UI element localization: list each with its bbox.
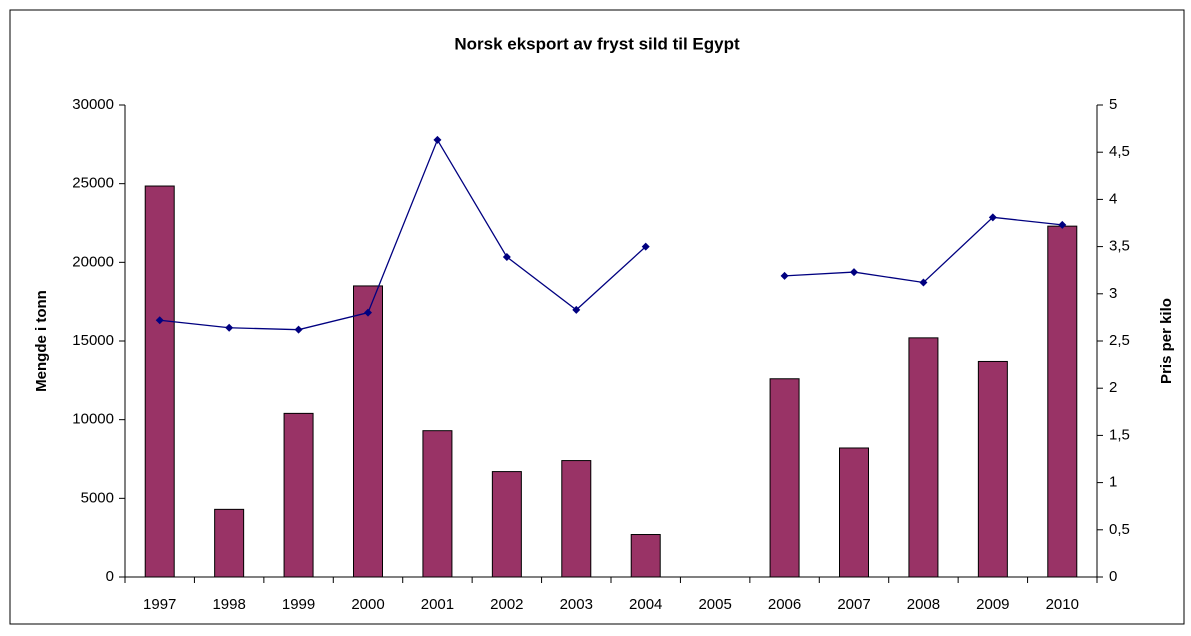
marker [225,323,234,332]
marker [364,308,372,317]
y-axis-label: Mengde i tonn [33,290,50,392]
marker [780,271,789,280]
y2-tick-label: 5 [1109,96,1117,113]
marker [155,316,164,325]
y2-tick-label: 0,5 [1109,521,1130,538]
bar [283,412,314,578]
bar [422,430,453,578]
marker [294,325,303,334]
x-tick-label: 2004 [629,596,662,613]
bar [839,447,869,578]
bar [908,337,939,578]
bar [977,360,1008,578]
marker [433,135,442,144]
y-tick-label: 20000 [72,253,114,270]
x-tick-label: 2010 [1046,596,1079,613]
chart-title: Norsk eksport av fryst sild til Egypt [454,34,740,53]
bar [769,378,800,578]
x-tick-label: 1999 [282,596,315,613]
y2-tick-label: 3 [1109,285,1117,302]
y2-tick-label: 4,5 [1109,143,1130,160]
x-tick-label: 1998 [212,596,245,613]
y-tick-label: 10000 [72,411,114,428]
y2-tick-label: 2 [1109,379,1117,396]
y2-tick-label: 1,5 [1109,426,1130,443]
x-tick-label: 2000 [351,596,384,613]
bar [491,471,522,578]
y-tick-label: 5000 [81,489,114,506]
y-tick-label: 25000 [72,175,114,192]
y2-tick-label: 0 [1109,568,1117,585]
x-tick-label: 2003 [560,596,593,613]
y-tick-label: 0 [106,568,114,585]
y-tick-label: 15000 [72,332,114,349]
x-tick-label: 2005 [698,596,731,613]
bar [1047,225,1078,578]
marker [502,252,511,261]
marker [919,278,928,287]
x-tick-label: 2009 [976,596,1009,613]
x-tick-label: 2006 [768,596,801,613]
x-tick-label: 2007 [837,596,870,613]
y-tick-label: 30000 [72,96,114,113]
marker [572,305,581,314]
x-tick-label: 2008 [907,596,940,613]
x-tick-label: 2001 [421,596,454,613]
bar [144,185,175,578]
chart-border [9,9,1185,625]
bar [561,460,592,578]
marker [641,242,650,251]
marker [1058,220,1067,229]
y2-tick-label: 2,5 [1109,332,1130,349]
x-tick-label: 2002 [490,596,523,613]
bar [214,508,245,578]
bar [630,534,661,578]
marker [988,213,997,222]
y2-axis-label: Pris per kilo [1158,298,1175,384]
x-tick-label: 1997 [143,596,176,613]
y2-tick-label: 4 [1109,190,1117,207]
y2-tick-label: 1 [1109,474,1117,491]
marker [850,268,858,277]
bar [353,285,383,578]
y2-tick-label: 3,5 [1109,238,1130,255]
